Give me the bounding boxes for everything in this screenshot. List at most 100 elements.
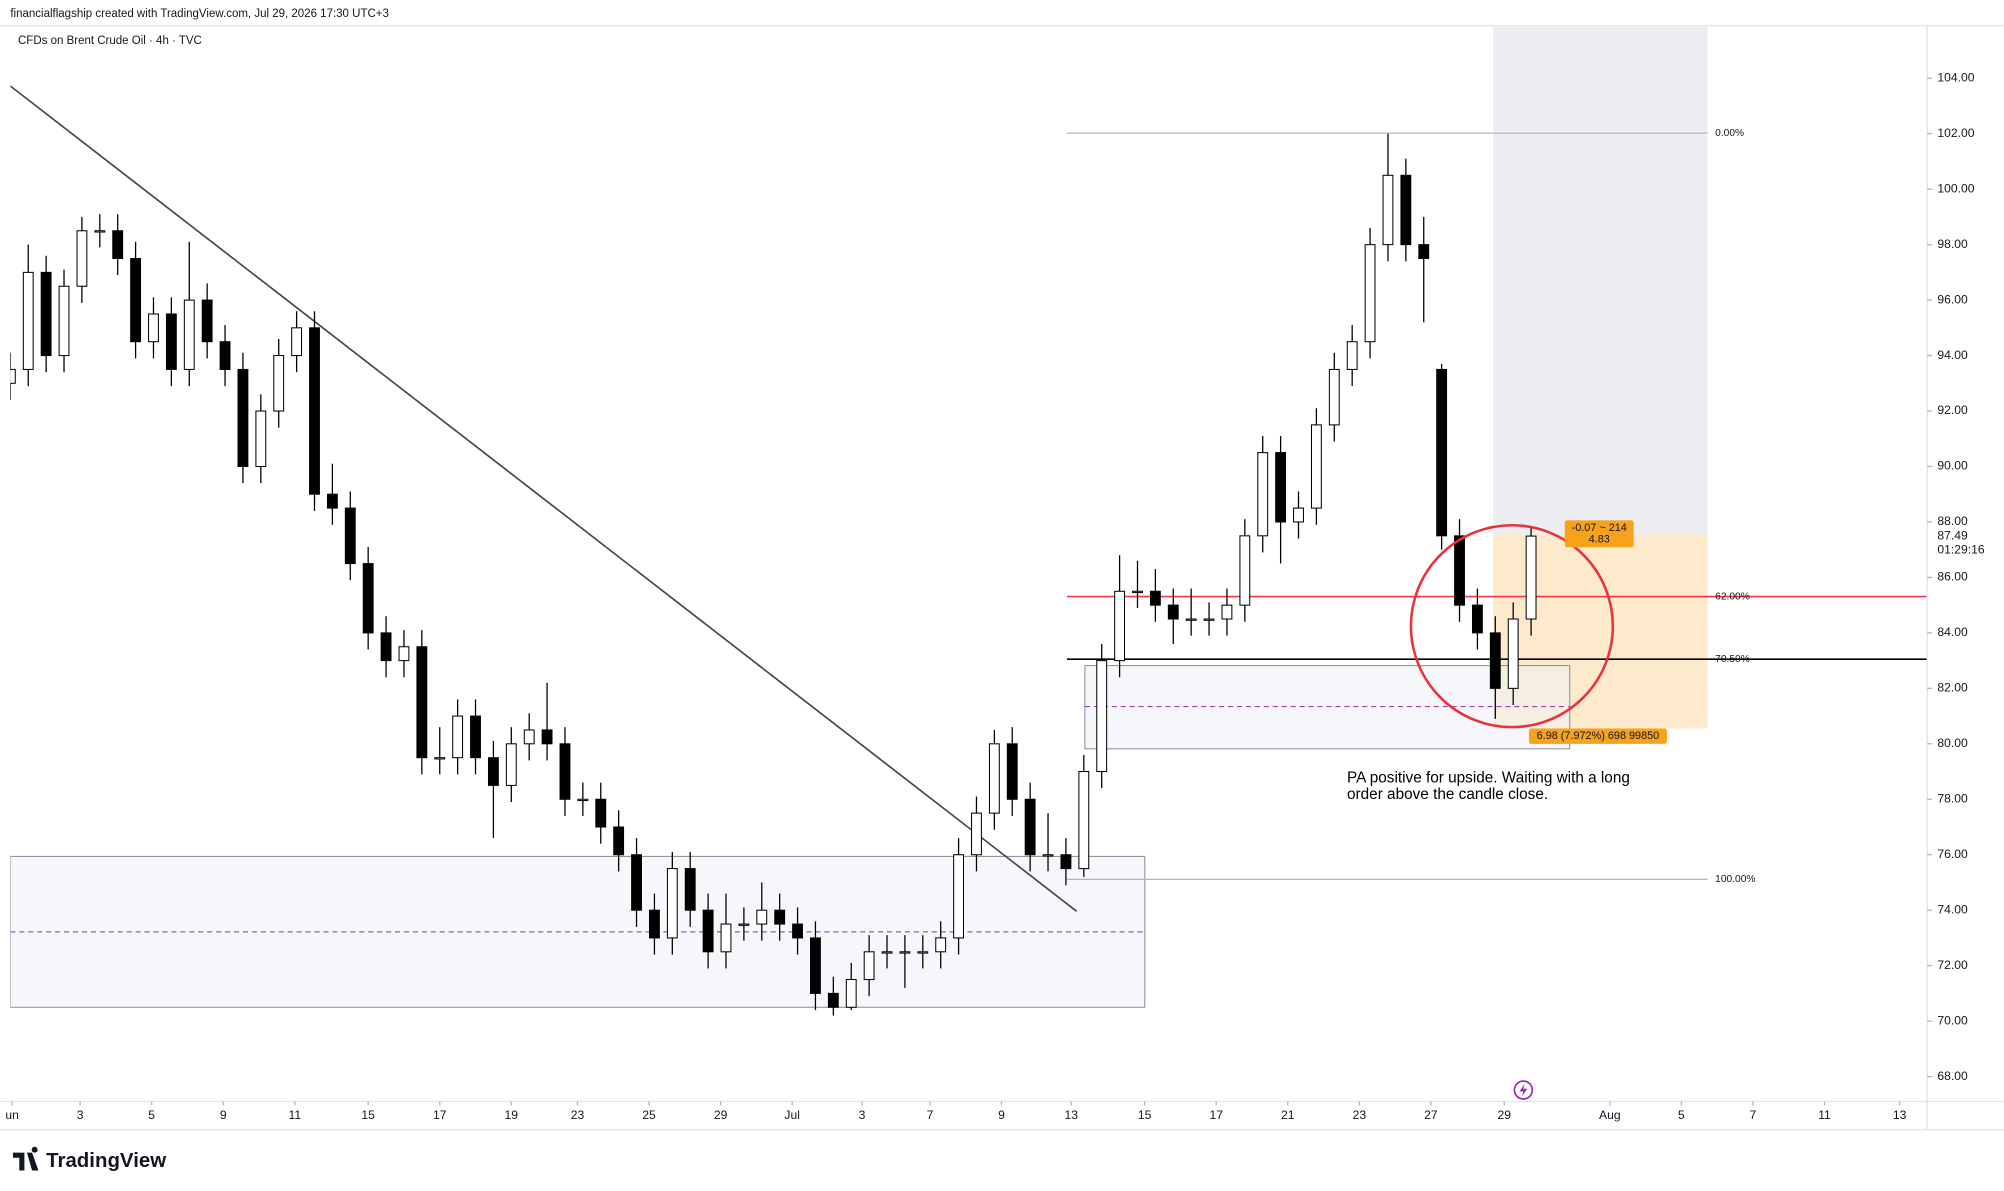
candle-body [523, 729, 535, 745]
fib-label: 100.00% [1715, 874, 1755, 885]
candle-body [398, 646, 410, 662]
x-tick-label: 13 [1893, 1108, 1907, 1122]
candle-body [595, 798, 607, 828]
candle-body [344, 507, 356, 565]
fib-label: 70.50% [1715, 654, 1750, 665]
plot-area [10, 25, 1928, 1016]
x-tick-label: Jul [784, 1108, 799, 1122]
candle-body [1454, 535, 1465, 606]
candle-body [487, 757, 499, 786]
candle-body [1471, 604, 1483, 634]
candle-body [953, 854, 965, 939]
candle-body [470, 715, 481, 759]
candle-body [76, 230, 88, 287]
candle-body [58, 285, 70, 357]
candle-body [1024, 798, 1036, 856]
x-tick-label: 25 [642, 1108, 656, 1122]
candle-body [774, 909, 786, 925]
candle-body [1364, 244, 1376, 343]
y-tick-label: 80.00 [1937, 736, 1968, 750]
x-tick-label: 23 [1353, 1108, 1367, 1122]
candle-body [291, 327, 303, 357]
candle-body [684, 868, 696, 911]
candle-body [1078, 771, 1090, 870]
candle-body [219, 341, 231, 370]
brand-name: TradingView [46, 1149, 166, 1172]
y-tick-label: 96.00 [1937, 292, 1968, 306]
candle-body [988, 743, 1000, 814]
x-tick-label: 13 [1065, 1108, 1079, 1122]
y-tick-label: 82.00 [1937, 681, 1968, 695]
trendline [10, 85, 1078, 912]
x-tick-label: 27 [1424, 1108, 1438, 1122]
candle-body [1400, 174, 1412, 246]
candle-body [1346, 341, 1358, 370]
candle-body [863, 951, 875, 981]
candle-body [1060, 854, 1072, 870]
position-top-box [1564, 520, 1634, 548]
candle-body [1203, 618, 1215, 621]
y-tick-label: 74.00 [1937, 902, 1968, 916]
candle-body [1239, 535, 1251, 606]
candle-body [1006, 743, 1018, 800]
candle-body [1418, 244, 1430, 260]
candle-body [720, 923, 732, 953]
candle-body [881, 951, 893, 954]
candle-body [22, 271, 34, 370]
candle-body [1507, 618, 1519, 689]
fib-label: 0.00% [1715, 128, 1744, 139]
candle-body [845, 979, 857, 1008]
candle-body [1489, 632, 1501, 689]
candle-body [40, 271, 52, 357]
position-top-label: -0.07 ~ 214 [1572, 522, 1627, 534]
candle-body [183, 299, 195, 370]
position-bottom-label: 6.98 (7.972%) 698 99850 [1537, 730, 1660, 742]
candle-body [935, 937, 947, 953]
candle-body [810, 937, 821, 994]
candle-body [237, 368, 249, 468]
x-tick-label: 3 [859, 1108, 866, 1122]
y-tick-label: 68.00 [1937, 1069, 1968, 1083]
candle-body [792, 923, 803, 939]
candle-body [452, 715, 464, 759]
attribution: financialflagship created with TradingVi… [10, 8, 389, 20]
y-tick-label: 100.00 [1937, 181, 1974, 195]
x-tick-label: 17 [1209, 1108, 1223, 1122]
candle-body [326, 493, 338, 509]
candle-body [1167, 604, 1179, 620]
candle-body [416, 646, 428, 759]
alert-icon[interactable] [1513, 1080, 1534, 1100]
candle-body [1257, 452, 1269, 537]
x-tick-label: 23 [571, 1108, 585, 1122]
candle-body [434, 757, 446, 760]
countdown: 01:29:16 [1937, 542, 1984, 556]
y-tick-label: 70.00 [1937, 1013, 1968, 1027]
candle-body [666, 868, 678, 939]
x-tick-label: 7 [1750, 1108, 1757, 1122]
y-tick-label: 78.00 [1937, 791, 1968, 805]
candle-body [1096, 660, 1108, 773]
candle-body [1328, 368, 1340, 426]
candle-body [541, 729, 553, 745]
x-tick-label: 29 [1498, 1108, 1512, 1122]
brand-logo [12, 1146, 39, 1171]
x-tick-label: 15 [361, 1108, 375, 1122]
candle-body [1221, 604, 1233, 620]
candle-body [1132, 590, 1143, 594]
y-tick-label: 72.00 [1937, 958, 1968, 972]
candle-body [1310, 424, 1322, 509]
y-tick-label: 76.00 [1937, 847, 1968, 861]
candle-body [1149, 590, 1161, 606]
x-tick-label: 9 [998, 1108, 1005, 1122]
candle-body [165, 313, 177, 370]
candle-body [1275, 452, 1287, 523]
zone [1084, 665, 1571, 750]
position-upper-area [1493, 25, 1708, 535]
y-tick-label: 94.00 [1937, 348, 1968, 362]
last-price: 87.49 [1937, 528, 1968, 542]
candle-body [255, 410, 267, 468]
y-tick-label: 92.00 [1937, 403, 1968, 417]
candle-body [917, 951, 929, 954]
